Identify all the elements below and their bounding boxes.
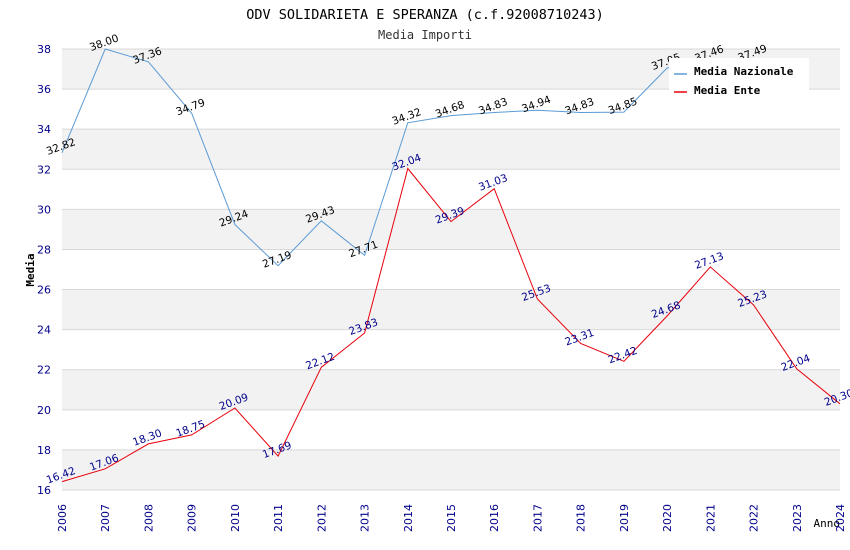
x-tick-label: 2008: [142, 504, 155, 532]
data-label: 34.83: [477, 96, 509, 118]
data-label: 27.19: [261, 249, 293, 271]
data-label: 34.85: [607, 96, 639, 118]
grid-band: [62, 369, 840, 410]
x-tick-label: 2013: [359, 504, 372, 532]
data-label: 34.68: [434, 99, 466, 121]
y-tick-label: 36: [37, 83, 51, 96]
legend-box: [669, 58, 809, 100]
y-tick-label: 30: [37, 203, 51, 216]
series-lines: [61, 48, 841, 483]
y-tick-label: 16: [37, 484, 51, 497]
x-tick-label: 2024: [834, 504, 847, 532]
legend: Media Nazionale Media Ente: [669, 58, 809, 100]
x-axis-ticks: 2006 2007 2008 2009 2010 2011 2012 2013 2014 2015…: [56, 504, 847, 532]
x-tick-label: 2022: [748, 504, 761, 532]
y-tick-label: 20: [37, 404, 51, 417]
x-tick-label: 2019: [618, 504, 631, 532]
grid-band: [62, 449, 840, 490]
y-tick-label: 24: [37, 324, 51, 337]
y-axis-ticks: 16 18 20 22 24 26 28 30 32 34 36 38: [37, 43, 51, 497]
chart-subtitle: Media Importi: [378, 28, 472, 42]
y-tick-label: 32: [37, 163, 51, 176]
legend-label-media-nazionale: Media Nazionale: [694, 65, 794, 78]
series-line-media-nazionale: [61, 48, 754, 267]
grid-band: [62, 209, 840, 250]
data-label: 18.30: [131, 427, 163, 449]
data-label: 22.42: [607, 345, 639, 367]
x-tick-label: 2011: [272, 504, 285, 532]
x-tick-label: 2012: [315, 504, 328, 532]
grid-band: [62, 289, 840, 330]
data-label: 34.83: [563, 96, 595, 118]
y-tick-label: 38: [37, 43, 51, 56]
y-tick-label: 26: [37, 284, 51, 297]
chart-title: ODV SOLIDARIETA E SPERANZA (c.f.92008710…: [246, 7, 604, 23]
x-tick-label: 2023: [791, 504, 804, 532]
data-label: 18.75: [174, 418, 206, 440]
y-tick-label: 22: [37, 364, 51, 377]
data-label: 31.03: [477, 172, 509, 194]
x-tick-label: 2017: [531, 504, 544, 532]
y-tick-label: 28: [37, 243, 51, 256]
data-label: 34.79: [174, 97, 206, 119]
series-line-media-ente: [61, 167, 841, 483]
y-tick-label: 18: [37, 444, 51, 457]
grid-band: [62, 129, 840, 170]
data-labels: 32.8238.0037.3634.7929.2427.1929.4327.71…: [45, 32, 850, 486]
x-tick-label: 2010: [229, 504, 242, 532]
x-tick-label: 2015: [445, 504, 458, 532]
x-tick-label: 2021: [704, 504, 717, 532]
x-tick-label: 2014: [402, 504, 415, 532]
legend-label-media-ente: Media Ente: [694, 84, 761, 97]
data-label: 34.94: [520, 94, 553, 116]
x-tick-label: 2009: [186, 504, 199, 532]
x-tick-label: 2020: [661, 504, 674, 532]
x-tick-label: 2018: [575, 504, 588, 532]
x-tick-label: 2016: [488, 504, 501, 532]
x-axis-label: Anno: [814, 517, 841, 530]
y-tick-label: 34: [37, 123, 51, 136]
x-tick-label: 2006: [56, 504, 69, 532]
x-tick-label: 2007: [99, 504, 112, 532]
y-axis-label: Media: [24, 253, 37, 286]
